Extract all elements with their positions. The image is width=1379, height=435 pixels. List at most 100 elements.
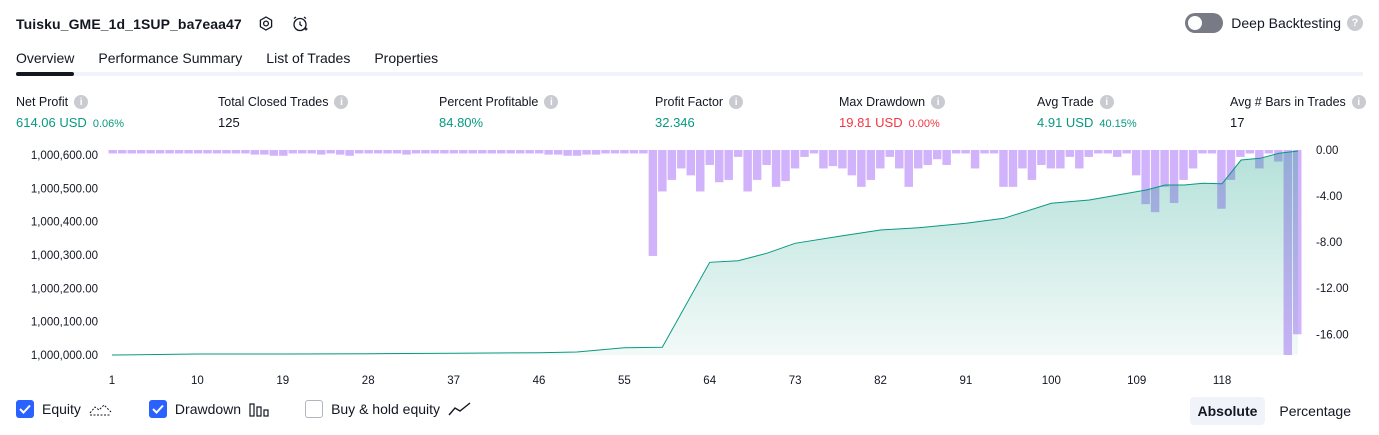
drawdown-bar [1150,150,1160,213]
drawdown-bar [591,150,601,155]
x-axis-tick: 82 [874,375,887,387]
drawdown-bar [553,150,563,155]
checkbox-drawdown[interactable] [148,400,167,418]
x-axis-tick: 64 [703,375,716,387]
add-alert-icon[interactable] [290,14,310,34]
drawdown-bar [1018,150,1027,169]
drawdown-bar [895,150,904,169]
info-icon[interactable]: i [1099,95,1114,109]
legend-equity[interactable]: Equity [16,400,113,418]
equity-drawdown-chart[interactable]: 1,000,600.00 1,000,500.00 1,000,400.00 1,00… [0,136,1379,392]
x-axis-tick: 73 [789,375,802,387]
percentage-button[interactable]: Percentage [1279,403,1351,419]
drawdown-bar [307,150,316,154]
legend-label: Equity [42,401,81,417]
drawdown-bar [1046,150,1056,169]
drawdown-bar [373,150,383,154]
checkbox-buy-hold-equity[interactable] [305,400,324,418]
y-axis-left-tick: 1,000,400.00 [31,217,98,229]
tab-overview[interactable]: Overview [16,46,75,76]
drawdown-bar [913,150,923,169]
drawdown-bar [525,150,534,154]
info-icon[interactable]: i [334,95,349,109]
info-icon[interactable]: i [544,95,559,109]
drawdown-bar [411,150,421,154]
report-header: Tuisku_GME_1d_1SUP_ba7eaa47 [16,12,310,36]
help-icon[interactable]: ? [1347,15,1363,31]
drawdown-bar [108,150,117,154]
drawdown-bar [335,150,345,155]
drawdown-bar [1169,150,1179,203]
info-icon[interactable]: i [1351,95,1366,109]
drawdown-bar [970,150,980,169]
drawdown-bar [1027,150,1037,180]
metric-profit-factor: Profit Factor i 32.346 [655,94,744,130]
drawdown-bar [752,150,762,180]
area-chart-icon [89,401,113,417]
settings-icon[interactable] [256,14,276,34]
drawdown-bar [677,150,686,169]
drawdown-bar [724,150,733,180]
drawdown-bar [1112,150,1122,157]
tab-properties[interactable]: Properties [374,50,439,66]
drawdown-bar [279,150,288,156]
drawdown-bar [298,150,307,154]
drawdown-bar [534,150,544,154]
drawdown-bar [800,150,809,157]
tab-performance-summary[interactable]: Performance Summary [98,50,243,66]
metric-max-drawdown: Max Drawdown i 19.81 USD 0.00% [839,94,946,130]
x-axis-tick: 37 [447,375,460,387]
drawdown-bar [1188,150,1198,169]
absolute-button[interactable]: Absolute [1189,397,1266,425]
drawdown-bar [582,150,591,155]
equity-area [112,151,1298,355]
x-axis-tick: 19 [276,375,289,387]
drawdown-bar [1131,150,1141,176]
drawdown-bar [1236,150,1245,157]
drawdown-bar [117,150,127,154]
y-axis-left-tick: 1,000,100.00 [31,317,98,329]
y-axis-right-tick: -4.00 [1316,191,1342,203]
drawdown-bar [904,150,913,187]
deep-backtesting-toggle[interactable] [1185,13,1224,33]
metric-label: Avg # Bars in Trades [1230,95,1346,109]
drawdown-bar [165,150,174,154]
drawdown-bar [212,150,222,154]
drawdown-bar [658,150,667,192]
legend-label: Drawdown [174,401,242,417]
drawdown-bar [364,150,373,154]
drawdown-bar [610,150,620,154]
drawdown-bar [1075,150,1084,169]
drawdown-bar [241,150,250,154]
drawdown-bar [1226,150,1236,180]
drawdown-bar [260,150,269,155]
metric-value: 84.80% [439,115,484,130]
drawdown-bar [459,150,468,154]
checkbox-equity[interactable] [16,400,34,418]
info-icon[interactable]: i [729,95,744,109]
drawdown-bar [951,150,961,154]
drawdown-bar [885,150,895,157]
info-icon[interactable]: i [931,95,946,109]
value-mode-switch: Absolute Percentage [1184,397,1360,425]
legend-drawdown[interactable]: Drawdown [148,400,269,418]
y-axis-right-tick: 0.00 [1316,145,1338,157]
metric-label: Max Drawdown [839,95,926,109]
tab-list-of-trades[interactable]: List of Trades [266,50,351,66]
drawdown-bar [231,150,241,154]
drawdown-bar [572,150,582,156]
y-axis-left-tick: 1,000,300.00 [31,250,98,262]
drawdown-bar [1245,150,1255,154]
x-axis-tick: 28 [362,375,375,387]
legend-buy-hold-equity[interactable]: Buy & hold equity [305,400,472,418]
drawdown-bar [667,150,677,180]
drawdown-bar [733,150,743,157]
drawdown-bar [828,150,838,167]
drawdown-bar [961,150,970,154]
y-axis-left-tick: 1,000,200.00 [31,283,98,295]
info-icon[interactable]: i [74,95,89,109]
drawdown-bar [515,150,525,154]
drawdown-bar [316,150,326,155]
drawdown-bar [288,150,298,154]
drawdown-bar [1056,150,1065,169]
